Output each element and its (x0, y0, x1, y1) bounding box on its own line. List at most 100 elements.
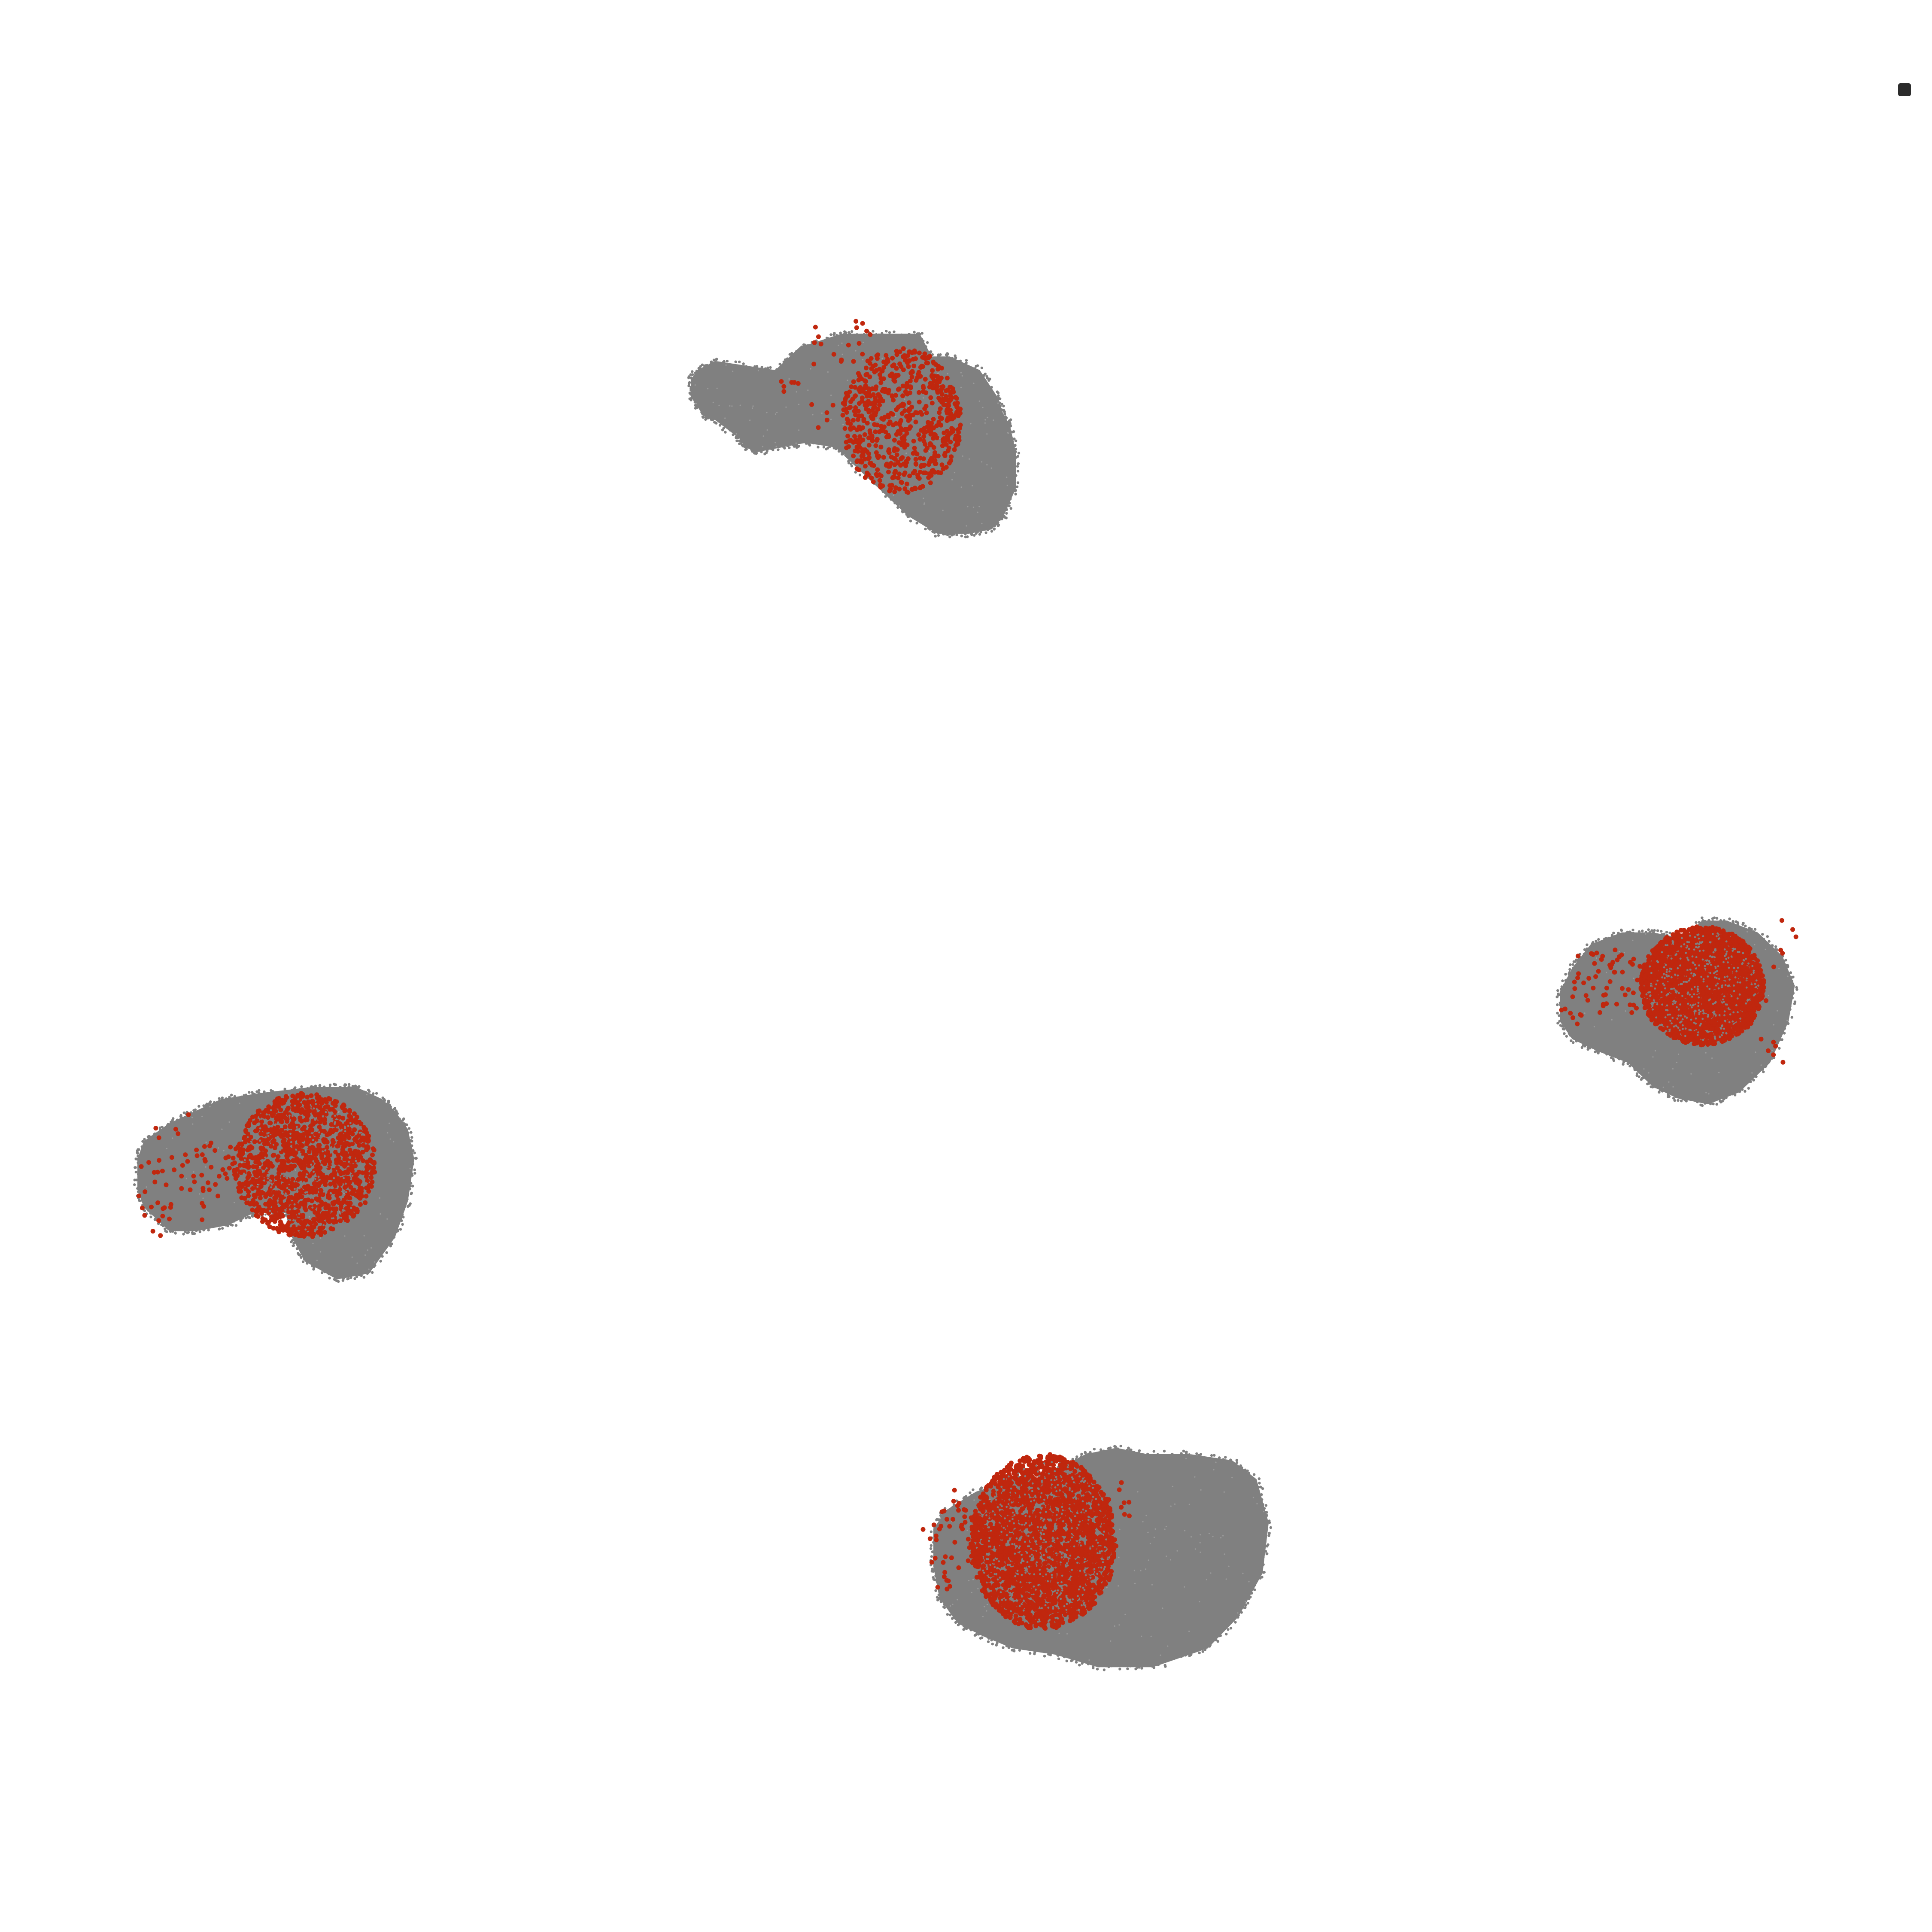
highlighted-cell (867, 361, 872, 366)
background-cell (828, 445, 831, 448)
background-cell (697, 372, 700, 375)
background-cell (1560, 1004, 1563, 1007)
highlighted-cell (275, 1157, 280, 1163)
highlighted-cell (864, 394, 869, 399)
highlighted-cell (309, 1093, 314, 1098)
background-cell (338, 1111, 340, 1113)
background-cell (388, 1240, 391, 1243)
background-cell (307, 1194, 309, 1197)
background-cell (166, 1148, 167, 1149)
background-cell (758, 449, 761, 452)
highlighted-cell (824, 417, 829, 422)
background-cell (221, 1227, 224, 1230)
highlighted-cell (856, 371, 861, 376)
highlighted-cell (338, 1131, 343, 1136)
highlighted-cell (878, 380, 884, 385)
highlighted-cell (302, 1124, 307, 1130)
highlighted-cell (809, 402, 814, 407)
highlighted-cell (917, 437, 923, 442)
highlighted-cell (302, 1170, 307, 1175)
highlighted-cell (255, 1118, 260, 1123)
highlighted-cell (266, 1104, 271, 1109)
highlighted-cell (886, 414, 891, 419)
background-cell (1793, 1000, 1797, 1003)
background-cell (153, 1214, 157, 1218)
highlighted-cell (292, 1224, 297, 1229)
highlighted-cell (155, 1200, 160, 1205)
highlighted-cell (312, 1185, 317, 1191)
background-cell (1606, 972, 1607, 973)
highlighted-cell (271, 1226, 276, 1231)
background-cell (692, 392, 695, 395)
background-cell (1732, 920, 1735, 923)
background-cell (335, 1148, 337, 1151)
background-cell (1598, 1050, 1601, 1053)
background-cell (205, 1166, 207, 1168)
background-cell (982, 374, 985, 377)
background-cell (969, 458, 970, 460)
highlighted-cell (779, 379, 784, 384)
highlighted-cell (908, 390, 913, 395)
background-cell (922, 397, 924, 399)
background-cell (690, 378, 694, 381)
highlighted-cell (905, 360, 910, 365)
background-cell (1771, 1049, 1773, 1051)
background-cell (411, 1185, 414, 1188)
highlighted-cell (288, 1124, 293, 1130)
background-cell (247, 1187, 250, 1189)
background-cell (351, 1256, 353, 1258)
highlighted-cell (139, 1164, 144, 1169)
background-cell (333, 1177, 335, 1179)
highlighted-cell (160, 1213, 165, 1218)
background-cell (732, 371, 734, 372)
background-cell (409, 1185, 412, 1188)
highlighted-cell (203, 1159, 208, 1164)
highlighted-cell (365, 1166, 370, 1172)
background-cell (138, 1190, 141, 1193)
background-cell (1628, 1064, 1631, 1068)
background-cell (1775, 948, 1778, 951)
highlighted-cell (359, 1194, 365, 1199)
background-cell (1699, 1103, 1702, 1106)
highlighted-cell (853, 448, 858, 453)
highlighted-cell (297, 1103, 302, 1108)
background-cell (1706, 1100, 1710, 1103)
background-cell (709, 362, 713, 365)
highlighted-cell (346, 1125, 351, 1130)
highlighted-cell (358, 1202, 363, 1207)
background-cell (1777, 1010, 1778, 1012)
background-cell (411, 1157, 414, 1160)
background-cell (1008, 501, 1011, 504)
background-cell (295, 1247, 299, 1250)
highlighted-cell (273, 1181, 279, 1186)
background-cell (1719, 919, 1722, 922)
background-cell (776, 411, 778, 413)
background-cell (410, 1136, 413, 1139)
background-cell (1646, 1082, 1649, 1085)
highlighted-cell (335, 1165, 340, 1170)
background-cell (1644, 931, 1648, 934)
background-cell (325, 1087, 328, 1090)
highlighted-cell (941, 398, 945, 404)
background-cell (291, 1088, 294, 1092)
highlighted-cell (885, 357, 890, 362)
background-cell (1652, 1056, 1654, 1058)
background-cell (1595, 1050, 1598, 1053)
highlighted-cell (299, 1107, 304, 1112)
highlighted-cell (933, 432, 938, 437)
background-cell (1560, 999, 1563, 1002)
background-cell (267, 1135, 270, 1137)
background-cell (752, 405, 754, 407)
background-cell (312, 1242, 314, 1244)
background-cell (355, 1160, 357, 1162)
highlighted-cell (312, 1181, 317, 1186)
background-cell (841, 353, 843, 355)
highlighted-cell (324, 1211, 329, 1216)
background-cell (327, 1272, 331, 1276)
highlighted-cell (924, 360, 929, 365)
background-cell (185, 1228, 188, 1232)
background-cell (769, 366, 772, 369)
highlighted-cell (872, 402, 877, 407)
background-cell (911, 515, 914, 518)
background-cell (1716, 922, 1719, 925)
